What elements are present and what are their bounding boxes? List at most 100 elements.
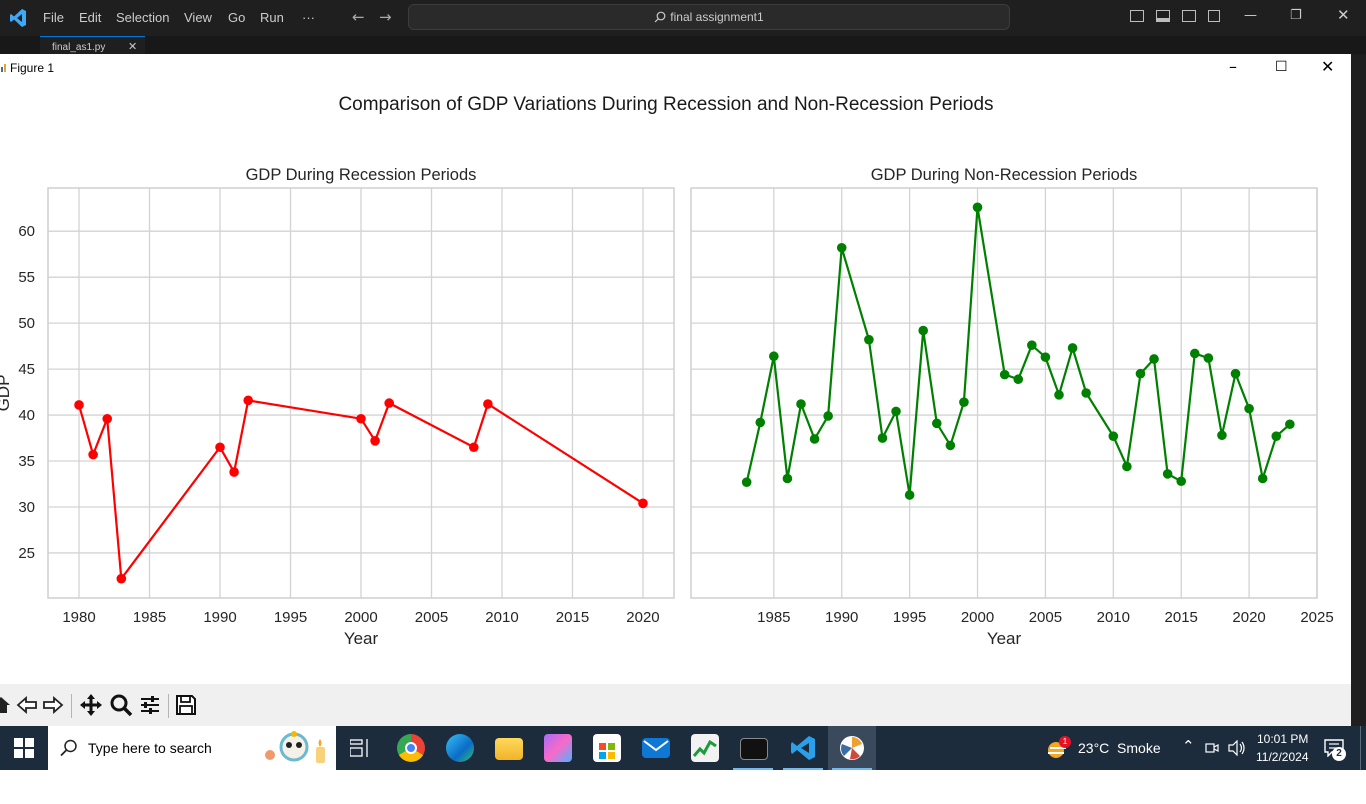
- data-point: [864, 334, 874, 345]
- x-tick-label: 2005: [415, 609, 448, 626]
- x-tick-label: 1985: [757, 609, 790, 626]
- volume-icon[interactable]: [1228, 740, 1246, 756]
- data-point: [74, 400, 84, 410]
- data-point: [1176, 476, 1187, 487]
- data-point: [1189, 348, 1200, 359]
- save-floppy-icon[interactable]: [173, 692, 199, 718]
- taskbar-search-placeholder: Type here to search: [88, 740, 212, 756]
- menu-edit[interactable]: Edit: [79, 10, 102, 25]
- screen-bottom: [0, 770, 1366, 804]
- mail-icon[interactable]: [642, 738, 670, 758]
- task-manager-icon[interactable]: [691, 734, 719, 762]
- menu-more[interactable]: ···: [302, 10, 315, 25]
- data-point: [1027, 340, 1037, 350]
- x-tick-label: 2010: [1097, 609, 1130, 626]
- vscode-logo-icon: [10, 9, 26, 27]
- data-point: [468, 442, 479, 453]
- clock-time[interactable]: 10:01 PM: [1257, 732, 1309, 746]
- vscode-taskbar-icon[interactable]: [789, 734, 817, 762]
- menu-run[interactable]: Run: [260, 10, 284, 25]
- clock-date[interactable]: 11/2/2024: [1256, 750, 1309, 764]
- vscode-minimize-icon[interactable]: —: [1244, 8, 1257, 23]
- data-point: [1013, 374, 1024, 385]
- x-axis-label: Year: [987, 629, 1022, 648]
- data-point: [1149, 354, 1159, 364]
- data-point: [796, 399, 806, 409]
- data-point: [999, 369, 1010, 380]
- data-point: [384, 398, 394, 408]
- data-point: [1122, 461, 1132, 472]
- configure-subplots-icon[interactable]: [137, 692, 163, 718]
- data-point: [931, 418, 942, 429]
- notification-count-badge: 2: [1332, 747, 1346, 761]
- weather-alert-badge: 1: [1059, 736, 1071, 748]
- back-arrow-icon[interactable]: [14, 692, 40, 718]
- data-point: [1040, 352, 1051, 362]
- editor-tab[interactable]: final_as1.py ✕: [40, 36, 145, 55]
- y-axis-label: GDP: [0, 375, 13, 412]
- figure-maximize-icon[interactable]: ☐: [1275, 59, 1288, 75]
- menu-selection[interactable]: Selection: [116, 10, 170, 25]
- meet-now-icon[interactable]: [1205, 741, 1219, 755]
- matplotlib-icon: [840, 736, 864, 760]
- toggle-sidebar-icon[interactable]: [1130, 10, 1144, 22]
- edge-icon[interactable]: [446, 734, 474, 762]
- data-point: [836, 242, 847, 253]
- customize-layout-icon[interactable]: [1208, 10, 1220, 22]
- data-point: [1257, 473, 1268, 484]
- data-point: [102, 413, 113, 424]
- data-point: [1217, 430, 1227, 441]
- chrome-icon[interactable]: [397, 734, 425, 762]
- terminal-icon[interactable]: [740, 738, 768, 760]
- figure-minimize-icon[interactable]: –: [1229, 57, 1237, 76]
- x-tick-label: 2020: [1232, 609, 1265, 626]
- data-point: [1135, 368, 1146, 379]
- start-button[interactable]: [0, 726, 48, 770]
- vscode-close-icon[interactable]: ✕: [1337, 6, 1350, 24]
- y-tick-label: 40: [18, 407, 35, 424]
- x-tick-label: 2025: [1300, 609, 1333, 626]
- recession-axes: 1980 1985 1990 1995 2000 2005 2010 2015 2020 25 30…: [0, 166, 675, 648]
- menu-go[interactable]: Go: [228, 10, 246, 25]
- file-explorer-icon[interactable]: [495, 738, 523, 760]
- nav-back-icon[interactable]: ←: [352, 8, 365, 26]
- matplotlib-taskbar-button[interactable]: [828, 726, 876, 770]
- home-icon[interactable]: [0, 692, 14, 718]
- menu-view[interactable]: View: [184, 10, 212, 25]
- data-point: [769, 351, 779, 362]
- toggle-panel-icon[interactable]: [1156, 10, 1170, 22]
- toolbar-separator: [71, 694, 72, 718]
- task-view-icon[interactable]: [350, 739, 370, 757]
- figure-close-icon[interactable]: ✕: [1321, 57, 1335, 76]
- tab-close-icon[interactable]: ✕: [128, 40, 138, 53]
- editor-tab-strip: [0, 36, 1366, 54]
- chevron-up-icon[interactable]: ⌃: [1182, 737, 1195, 755]
- data-point: [1271, 431, 1282, 442]
- pan-move-icon[interactable]: [78, 692, 104, 718]
- data-point: [370, 436, 380, 446]
- show-desktop-button[interactable]: [1360, 726, 1364, 770]
- x-tick-label: 2010: [485, 609, 518, 626]
- figure-window: Figure 1 – ☐ ✕ Comparison of GDP Variati…: [0, 54, 1351, 726]
- axes-title: GDP During Non-Recession Periods: [871, 166, 1138, 184]
- data-point: [1067, 343, 1078, 353]
- nav-forward-icon[interactable]: →: [379, 8, 392, 26]
- x-tick-label: 1995: [274, 609, 307, 626]
- axes-frame: [47, 187, 675, 599]
- command-center-search[interactable]: final assignment1: [408, 4, 1010, 30]
- toggle-secondary-sidebar-icon[interactable]: [1182, 10, 1196, 22]
- data-point: [1162, 469, 1173, 479]
- y-tick-label: 50: [18, 315, 35, 332]
- zoom-magnifier-icon[interactable]: [108, 692, 134, 718]
- search-highlight-doodle-icon: [265, 731, 325, 763]
- x-tick-label: 1980: [62, 609, 95, 626]
- menu-file[interactable]: File: [43, 10, 64, 25]
- forward-arrow-icon[interactable]: [40, 692, 66, 718]
- copilot-icon[interactable]: [544, 734, 572, 762]
- vscode-restore-icon[interactable]: ❐: [1290, 8, 1302, 23]
- windows-taskbar: Type here to search: [0, 726, 1366, 770]
- taskbar-search-box[interactable]: Type here to search: [48, 726, 336, 770]
- weather-text: 23°C Smoke: [1078, 740, 1161, 756]
- figure-window-title: Figure 1: [10, 61, 55, 75]
- microsoft-store-icon[interactable]: [593, 734, 621, 762]
